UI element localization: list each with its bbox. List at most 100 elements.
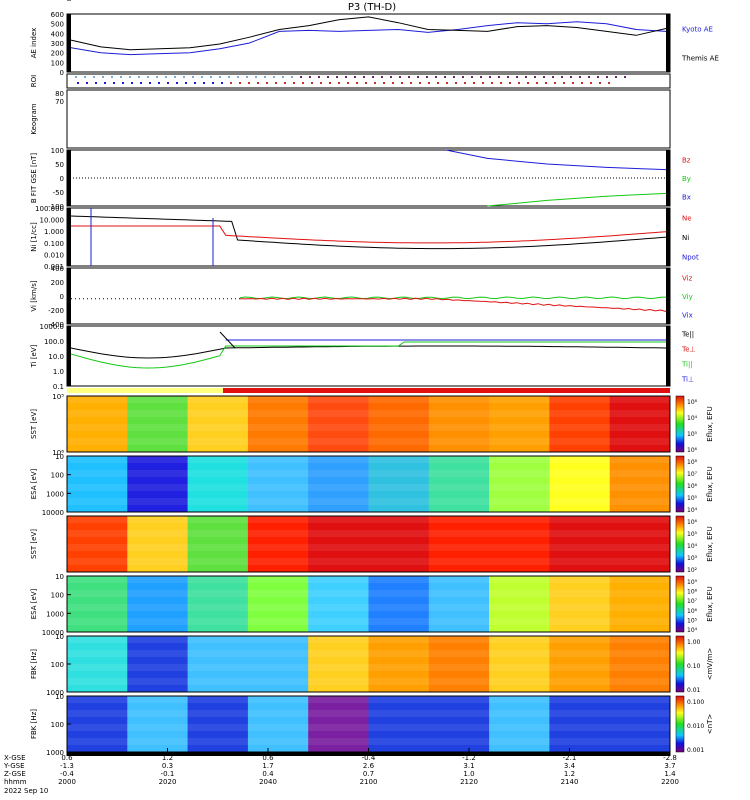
colorbar-label: Eflux, EFU [706, 466, 714, 501]
footer-tick-label: 2000 [58, 778, 76, 786]
colorbar-tick-label: 10⁴ [687, 627, 698, 634]
spectrogram-band [67, 516, 670, 523]
y-tick-label: 100 [51, 661, 64, 669]
spectrogram-band [67, 604, 670, 611]
viz-line [239, 297, 667, 312]
colorbar-tick-label: 10⁵ [687, 617, 698, 624]
colorbar-tick-label: 10⁶ [687, 608, 698, 615]
colorbar-tick-label: 10⁸ [687, 399, 698, 406]
legend-entry: Te|| [681, 331, 694, 339]
spectrogram-cell [247, 696, 309, 752]
roi-mark [174, 76, 176, 78]
roi-frame [66, 73, 671, 89]
colorbar-tick-label: 10⁴ [687, 543, 698, 550]
spectrogram-band [67, 576, 670, 583]
y-tick-label: 1000 [46, 749, 64, 757]
roi-mark [149, 82, 151, 84]
roi-mark [167, 82, 169, 84]
spectrogram-band [67, 456, 670, 463]
y-tick-label: 10 [55, 573, 64, 581]
roi-mark [275, 82, 277, 84]
roi-mark [147, 76, 149, 78]
spectrogram-cell [308, 456, 369, 512]
colorbar [675, 455, 685, 513]
roi-mark [543, 76, 545, 78]
roi-mark [453, 76, 455, 78]
legend-entry: Vix [682, 312, 693, 320]
footer-row-label: Z-GSE [4, 770, 26, 778]
colorbar-tick-label: 10⁵ [687, 431, 698, 438]
spectrogram-band [67, 650, 670, 657]
roi-mark [120, 76, 122, 78]
colorbar-tick-label: 10⁵ [687, 531, 698, 538]
colorbar-tick-label: 0.010 [687, 723, 704, 730]
roi-mark [581, 82, 583, 84]
roi-mark [203, 82, 205, 84]
colorbar-tick-label: 10⁴ [687, 507, 698, 514]
y-tick-label: 200 [51, 50, 64, 58]
spectrogram-cell [67, 456, 128, 512]
y-tick-label: 200 [51, 279, 64, 287]
spectrogram-cell [67, 696, 128, 752]
roi-mark [491, 82, 493, 84]
colorbar-tick-label: 0.01 [687, 687, 701, 694]
y-tick-label: 1000 [46, 490, 64, 498]
ti-par-line [70, 341, 666, 369]
colorbar-tick-label: 1.00 [687, 639, 701, 646]
roi-mark [579, 76, 581, 78]
spectrogram-band [67, 530, 670, 537]
spectrogram-band [67, 636, 670, 643]
roi-mark [266, 82, 268, 84]
panel-frame [66, 267, 671, 325]
colorbar-tick-label: 0.10 [687, 663, 701, 670]
spectrogram-cell [187, 696, 249, 752]
colorbar-tick-label: 0.001 [687, 747, 704, 754]
legend-entry: Ti|| [681, 361, 693, 369]
roi-mark [158, 82, 160, 84]
roi-mark [437, 82, 439, 84]
spectrogram-cell [368, 456, 430, 512]
spectrogram-cell [609, 576, 671, 632]
spectrogram-cell [609, 636, 671, 692]
spectrogram-cell [67, 396, 128, 452]
ae-series-line [70, 21, 667, 56]
y-tick-label: 1000 [46, 689, 64, 697]
roi-mark [302, 82, 304, 84]
y-tick-label: 10⁵ [52, 0, 64, 2]
colorbar [675, 395, 685, 453]
roi-mark [75, 76, 77, 78]
y-axis-label: ESA [eV] [30, 588, 38, 619]
y-tick-label: 500 [51, 21, 64, 29]
roi-mark [95, 82, 97, 84]
footer-tick-label: 1.2 [564, 770, 575, 778]
y-axis-label: SST [eV] [30, 529, 38, 559]
roi-mark [228, 76, 230, 78]
spectrogram-band [67, 396, 670, 403]
spectrogram-cell [247, 576, 309, 632]
roi-mark [210, 76, 212, 78]
footer-tick-label: 2.6 [363, 762, 375, 770]
footer-tick-label: -2.8 [663, 754, 677, 762]
y-tick-label: 1000.0 [40, 323, 65, 331]
spectrogram-cell [67, 576, 128, 632]
spectrogram-band [67, 558, 670, 565]
spectrogram-band [67, 470, 670, 477]
roi-mark [570, 76, 572, 78]
spectrogram-cell [428, 696, 490, 752]
roi-mark [131, 82, 133, 84]
spectrogram-cell [368, 576, 430, 632]
spectrogram-panel: ESA [eV] 10000 1000 100 10 10⁸ 10⁷ 10⁶ 10⁵ 10⁴ Efl… [30, 453, 714, 517]
roi-mark [212, 82, 214, 84]
spectrogram-cell [187, 576, 249, 632]
spectrogram-cell [247, 456, 309, 512]
spectrogram-cell [428, 396, 490, 452]
ni-line [70, 215, 667, 250]
spectrogram-cell [308, 576, 369, 632]
footer-tick-label: 1.2 [162, 754, 173, 762]
y-tick-label: 100 [51, 147, 64, 155]
footer-tick-label: 1.4 [664, 770, 676, 778]
spectrogram-panel: ESA [eV] 10000 1000 100 10 10⁹ 10⁸ 10⁷ 10⁶ 10⁵ 10⁴… [30, 573, 714, 637]
spectrogram-cell [187, 396, 249, 452]
legend-entry: Ne [682, 215, 692, 223]
